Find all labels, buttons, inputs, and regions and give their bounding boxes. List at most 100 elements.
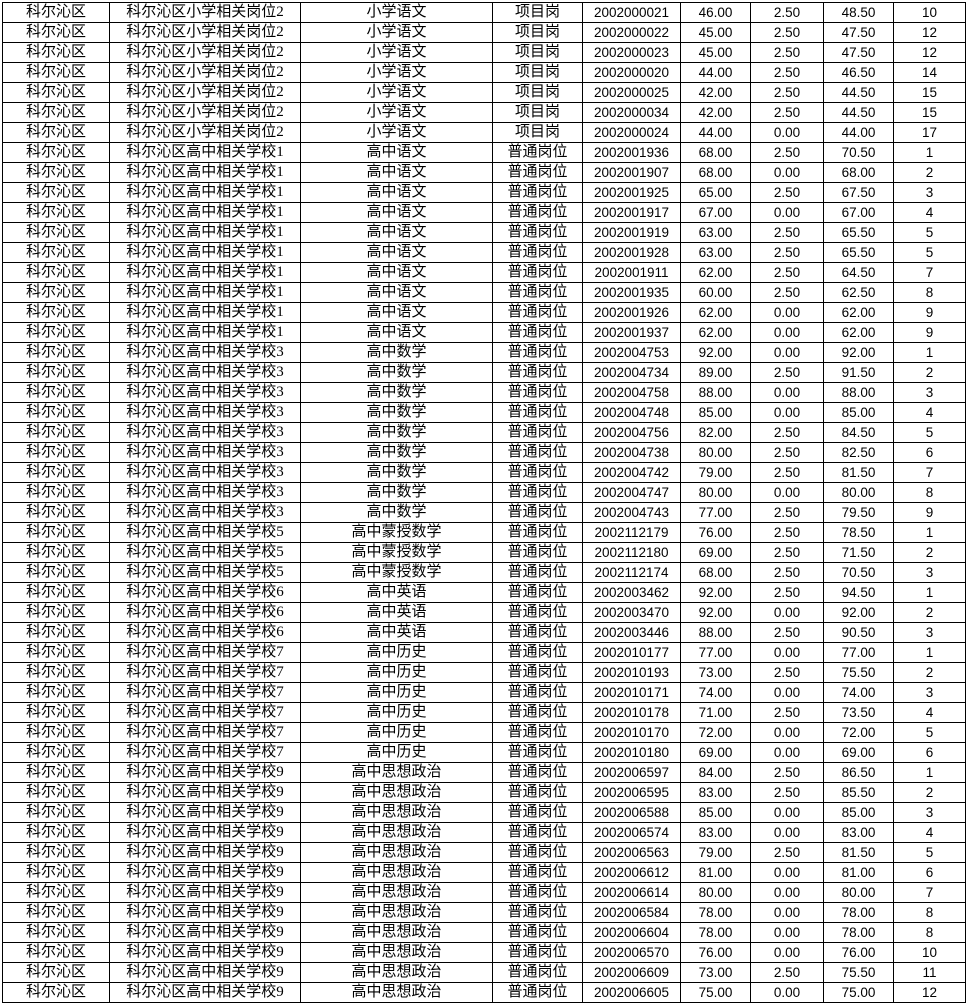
cell-post-type: 普通岗位 <box>492 422 583 443</box>
cell-position-group: 科尔沁区高中相关学校9 <box>109 802 301 823</box>
cell-exam-id: 2002003462 <box>582 582 681 603</box>
cell-post-type: 普通岗位 <box>492 802 583 823</box>
cell-district: 科尔沁区 <box>2 882 110 903</box>
cell-post-type: 普通岗位 <box>492 142 583 163</box>
cell-written-score: 62.00 <box>680 302 751 323</box>
cell-written-score: 73.00 <box>680 662 751 683</box>
table-row: 科尔沁区 科尔沁区高中相关学校1 高中语文 普通岗位 2002001925 65.00 2.… <box>2 182 966 203</box>
cell-district: 科尔沁区 <box>2 82 110 103</box>
cell-post-type: 项目岗 <box>492 82 583 103</box>
cell-exam-id: 2002006614 <box>582 882 681 903</box>
cell-position-group: 科尔沁区高中相关学校1 <box>109 182 301 203</box>
cell-post-type: 普通岗位 <box>492 562 583 583</box>
cell-written-score: 84.00 <box>680 762 751 783</box>
cell-district: 科尔沁区 <box>2 502 110 523</box>
cell-post-type: 普通岗位 <box>492 862 583 883</box>
cell-extra-points: 2.50 <box>750 142 824 163</box>
cell-subject: 高中思想政治 <box>300 902 493 923</box>
cell-exam-id: 2002006612 <box>582 862 681 883</box>
cell-subject: 高中思想政治 <box>300 882 493 903</box>
cell-extra-points: 0.00 <box>750 822 824 843</box>
table-row: 科尔沁区 科尔沁区高中相关学校5 高中蒙授数学 普通岗位 2002112174 68.00… <box>2 562 966 583</box>
cell-subject: 高中数学 <box>300 482 493 503</box>
cell-district: 科尔沁区 <box>2 942 110 963</box>
cell-written-score: 44.00 <box>680 122 751 143</box>
cell-post-type: 普通岗位 <box>492 262 583 283</box>
cell-total-score: 46.50 <box>823 62 894 83</box>
cell-total-score: 73.50 <box>823 702 894 723</box>
cell-exam-id: 2002006597 <box>582 762 681 783</box>
table-row: 科尔沁区 科尔沁区高中相关学校7 高中历史 普通岗位 2002010171 74.00 0.… <box>2 682 966 703</box>
cell-position-group: 科尔沁区小学相关岗位2 <box>109 62 301 83</box>
cell-extra-points: 0.00 <box>750 642 824 663</box>
cell-extra-points: 2.50 <box>750 102 824 123</box>
cell-written-score: 71.00 <box>680 702 751 723</box>
cell-exam-id: 2002010171 <box>582 682 681 703</box>
table-row: 科尔沁区 科尔沁区高中相关学校3 高中数学 普通岗位 2002004734 89.00 2.… <box>2 362 966 383</box>
cell-total-score: 85.50 <box>823 782 894 803</box>
cell-exam-id: 2002000022 <box>582 22 681 43</box>
cell-exam-id: 2002006563 <box>582 842 681 863</box>
cell-written-score: 63.00 <box>680 222 751 243</box>
cell-exam-id: 2002006605 <box>582 982 681 1003</box>
cell-written-score: 45.00 <box>680 42 751 63</box>
cell-extra-points: 0.00 <box>750 162 824 183</box>
table-row: 科尔沁区 科尔沁区高中相关学校7 高中历史 普通岗位 2002010193 73.00 2.… <box>2 662 966 683</box>
cell-subject: 高中数学 <box>300 422 493 443</box>
cell-subject: 小学语文 <box>300 22 493 43</box>
cell-written-score: 80.00 <box>680 482 751 503</box>
cell-total-score: 85.00 <box>823 402 894 423</box>
table-row: 科尔沁区 科尔沁区高中相关学校9 高中思想政治 普通岗位 2002006614 80.00… <box>2 882 966 903</box>
cell-exam-id: 2002112174 <box>582 562 681 583</box>
cell-total-score: 71.50 <box>823 542 894 563</box>
cell-post-type: 普通岗位 <box>492 662 583 683</box>
cell-written-score: 82.00 <box>680 422 751 443</box>
cell-post-type: 普通岗位 <box>492 982 583 1003</box>
cell-district: 科尔沁区 <box>2 962 110 983</box>
table-row: 科尔沁区 科尔沁区高中相关学校9 高中思想政治 普通岗位 2002006609 73.00… <box>2 962 966 983</box>
cell-written-score: 75.00 <box>680 982 751 1003</box>
table-row: 科尔沁区 科尔沁区高中相关学校3 高中数学 普通岗位 2002004742 79.00 2.… <box>2 462 966 483</box>
cell-rank: 5 <box>893 842 966 863</box>
cell-rank: 1 <box>893 582 966 603</box>
cell-district: 科尔沁区 <box>2 862 110 883</box>
cell-position-group: 科尔沁区高中相关学校5 <box>109 562 301 583</box>
cell-written-score: 69.00 <box>680 542 751 563</box>
table-row: 科尔沁区 科尔沁区高中相关学校9 高中思想政治 普通岗位 2002006605 75.00… <box>2 982 966 1003</box>
cell-district: 科尔沁区 <box>2 2 110 23</box>
cell-extra-points: 0.00 <box>750 742 824 763</box>
cell-district: 科尔沁区 <box>2 622 110 643</box>
cell-extra-points: 0.00 <box>750 382 824 403</box>
cell-position-group: 科尔沁区高中相关学校1 <box>109 282 301 303</box>
cell-extra-points: 2.50 <box>750 502 824 523</box>
cell-rank: 5 <box>893 722 966 743</box>
cell-exam-id: 2002004756 <box>582 422 681 443</box>
cell-total-score: 65.50 <box>823 242 894 263</box>
cell-exam-id: 2002006570 <box>582 942 681 963</box>
cell-post-type: 项目岗 <box>492 2 583 23</box>
cell-post-type: 普通岗位 <box>492 502 583 523</box>
cell-rank: 2 <box>893 662 966 683</box>
cell-post-type: 普通岗位 <box>492 282 583 303</box>
cell-extra-points: 0.00 <box>750 302 824 323</box>
cell-exam-id: 2002004747 <box>582 482 681 503</box>
table-row: 科尔沁区 科尔沁区小学相关岗位2 小学语文 项目岗 2002000023 45.00 2.5… <box>2 42 966 63</box>
cell-subject: 高中历史 <box>300 682 493 703</box>
cell-position-group: 科尔沁区高中相关学校9 <box>109 882 301 903</box>
cell-rank: 1 <box>893 762 966 783</box>
cell-post-type: 普通岗位 <box>492 302 583 323</box>
cell-rank: 8 <box>893 902 966 923</box>
cell-rank: 2 <box>893 782 966 803</box>
cell-written-score: 81.00 <box>680 862 751 883</box>
cell-position-group: 科尔沁区高中相关学校9 <box>109 782 301 803</box>
cell-rank: 1 <box>893 642 966 663</box>
cell-subject: 高中语文 <box>300 302 493 323</box>
cell-district: 科尔沁区 <box>2 722 110 743</box>
cell-post-type: 普通岗位 <box>492 682 583 703</box>
cell-total-score: 62.50 <box>823 282 894 303</box>
cell-written-score: 69.00 <box>680 742 751 763</box>
cell-district: 科尔沁区 <box>2 342 110 363</box>
cell-position-group: 科尔沁区高中相关学校1 <box>109 302 301 323</box>
cell-rank: 12 <box>893 42 966 63</box>
cell-subject: 高中蒙授数学 <box>300 562 493 583</box>
